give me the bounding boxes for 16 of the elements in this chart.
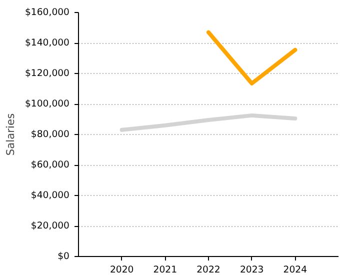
- line-series: [120, 113, 298, 132]
- x-tick-label: 2022: [196, 264, 220, 275]
- y-tick-label: $20,000: [30, 220, 70, 232]
- x-tick-label: 2023: [240, 264, 264, 275]
- y-tick-label: $120,000: [24, 68, 70, 79]
- y-tick-label: $60,000: [30, 160, 70, 170]
- x-tick-label: 2020: [110, 264, 134, 275]
- y-axis-title: Salaries: [4, 112, 17, 156]
- y-tick-label: $40,000: [30, 190, 70, 201]
- x-tick-label: 2024: [283, 264, 308, 275]
- y-tick-label: $80,000: [30, 129, 70, 140]
- y-tick-label: $140,000: [24, 38, 70, 48]
- y-tick-label: $100,000: [24, 98, 70, 110]
- y-tick-label: $160,000: [24, 7, 70, 18]
- y-tick-label: $0: [58, 251, 70, 262]
- x-tick-label: 2021: [153, 264, 178, 275]
